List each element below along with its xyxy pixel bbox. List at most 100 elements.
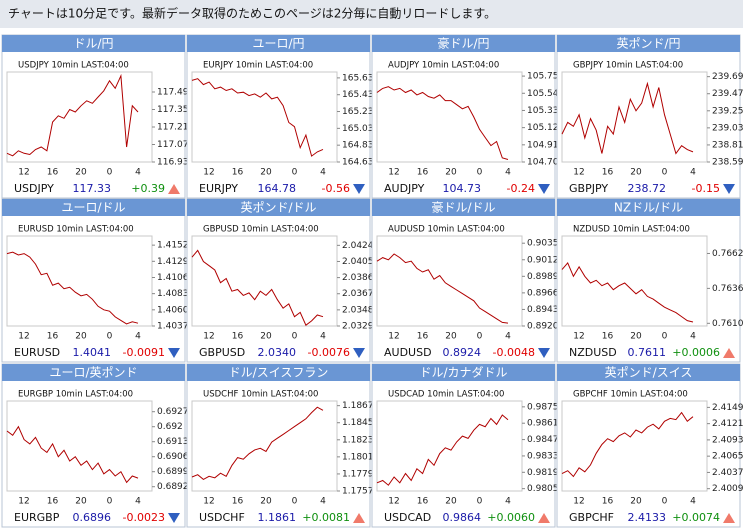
change: -0.0091 (123, 346, 165, 359)
x-tick-label: 16 (47, 332, 59, 342)
price-line (6, 73, 139, 157)
price-line (376, 414, 509, 486)
y-tick-label: 116.93 (157, 158, 189, 168)
y-tick-label: 165.03 (342, 124, 374, 134)
y-tick-label: 0.9012 (527, 255, 559, 265)
last-price: 104.73 (443, 182, 482, 195)
change: -0.15 (692, 182, 720, 195)
change: -0.24 (507, 182, 535, 195)
y-tick-label: 117.49 (157, 88, 189, 98)
x-tick-label: 4 (690, 497, 696, 507)
y-tick-label: 1.4106 (157, 273, 189, 283)
price-line (376, 253, 509, 324)
x-tick-label: 16 (417, 332, 429, 342)
x-tick-label: 0 (107, 497, 113, 507)
panel-title: ドル/カナダドル (419, 365, 507, 380)
symbol: USDCAD (384, 511, 431, 524)
arrow-up (538, 513, 550, 523)
y-tick-label: 239.03 (712, 123, 743, 133)
x-tick-label: 0 (477, 168, 483, 178)
x-tick-label: 12 (18, 168, 29, 178)
x-tick-label: 4 (505, 168, 511, 178)
x-tick-label: 12 (388, 332, 399, 342)
x-tick-label: 4 (690, 168, 696, 178)
x-tick-label: 16 (232, 332, 244, 342)
panel-title: ドル/円 (73, 37, 113, 51)
panel-header (557, 35, 740, 52)
x-tick-label: 0 (662, 497, 668, 507)
y-tick-label: 0.9819 (527, 468, 559, 478)
panel-header (557, 199, 740, 216)
symbol: NZDUSD (569, 346, 617, 359)
y-tick-label: 2.4037 (712, 468, 743, 478)
chart-subtitle: USDCHF 10min LAST:04:00 (203, 390, 318, 400)
y-tick-label: 0.8920 (527, 322, 559, 332)
change: -0.56 (322, 182, 350, 195)
y-tick-label: 2.4009 (712, 484, 743, 494)
y-tick-label: 2.0329 (342, 322, 374, 332)
price-line (561, 81, 694, 155)
x-tick-label: 4 (135, 332, 141, 342)
last-price: 0.6896 (73, 511, 112, 524)
y-tick-label: 2.4149 (712, 403, 743, 413)
y-tick-label: 0.8989 (527, 272, 559, 282)
y-tick-label: 117.21 (157, 123, 189, 133)
x-tick-label: 20 (260, 168, 272, 178)
plot-frame (6, 400, 153, 492)
symbol: EURGBP (14, 511, 60, 524)
y-tick-label: 105.54 (527, 89, 559, 99)
x-tick-label: 0 (477, 332, 483, 342)
change: +0.0081 (302, 511, 350, 524)
x-tick-label: 4 (135, 168, 141, 178)
x-tick-label: 12 (573, 497, 584, 507)
x-tick-label: 12 (388, 497, 399, 507)
y-tick-label: 0.9833 (527, 451, 559, 461)
x-tick-label: 16 (602, 497, 614, 507)
chart-subtitle: EURUSD 10min LAST:04:00 (18, 225, 134, 235)
y-tick-label: 239.69 (712, 72, 743, 82)
arrow-down (353, 348, 365, 358)
symbol: GBPCHF (569, 511, 614, 524)
x-tick-label: 16 (602, 332, 614, 342)
panel-header (2, 199, 185, 216)
x-tick-label: 20 (630, 497, 642, 507)
y-tick-label: 1.1823 (342, 435, 374, 445)
x-tick-label: 4 (690, 332, 696, 342)
arrow-down (168, 348, 180, 358)
y-tick-label: 0.9805 (527, 484, 559, 494)
y-tick-label: 2.0424 (342, 241, 374, 251)
y-tick-label: 165.23 (342, 107, 374, 117)
y-tick-label: 0.6899 (157, 467, 189, 477)
x-tick-label: 20 (445, 497, 457, 507)
price-line (191, 406, 324, 481)
symbol: AUDUSD (384, 346, 432, 359)
x-tick-label: 4 (320, 168, 326, 178)
y-tick-label: 164.63 (342, 158, 374, 168)
panel-title: 英ポンド/ドル (240, 201, 316, 215)
x-tick-label: 0 (662, 332, 668, 342)
panel-header (372, 364, 555, 381)
x-tick-label: 20 (445, 332, 457, 342)
arrow-up (723, 348, 735, 358)
arrow-down (538, 348, 550, 358)
chart-subtitle: USDCAD 10min LAST:04:00 (388, 390, 504, 400)
x-tick-label: 0 (292, 168, 298, 178)
panel-title: 豪ドル/ドル (431, 200, 495, 215)
chart-subtitle: AUDJPY 10min LAST:04:00 (388, 61, 499, 71)
y-tick-label: 0.6906 (157, 452, 189, 462)
last-price: 0.8924 (443, 346, 482, 359)
symbol: USDCHF (199, 511, 245, 524)
plot-frame (561, 235, 708, 327)
y-tick-label: 164.83 (342, 141, 374, 151)
y-tick-label: 239.25 (712, 106, 743, 116)
change: -0.0076 (308, 346, 350, 359)
x-tick-label: 0 (662, 168, 668, 178)
y-tick-label: 2.4065 (712, 452, 743, 462)
y-tick-label: 0.8943 (527, 305, 559, 315)
x-tick-label: 0 (292, 332, 298, 342)
x-tick-label: 4 (320, 497, 326, 507)
y-tick-label: 105.75 (527, 72, 559, 82)
y-tick-label: 1.1845 (342, 418, 374, 428)
arrow-down (168, 513, 180, 523)
y-tick-label: 2.4121 (712, 419, 743, 429)
